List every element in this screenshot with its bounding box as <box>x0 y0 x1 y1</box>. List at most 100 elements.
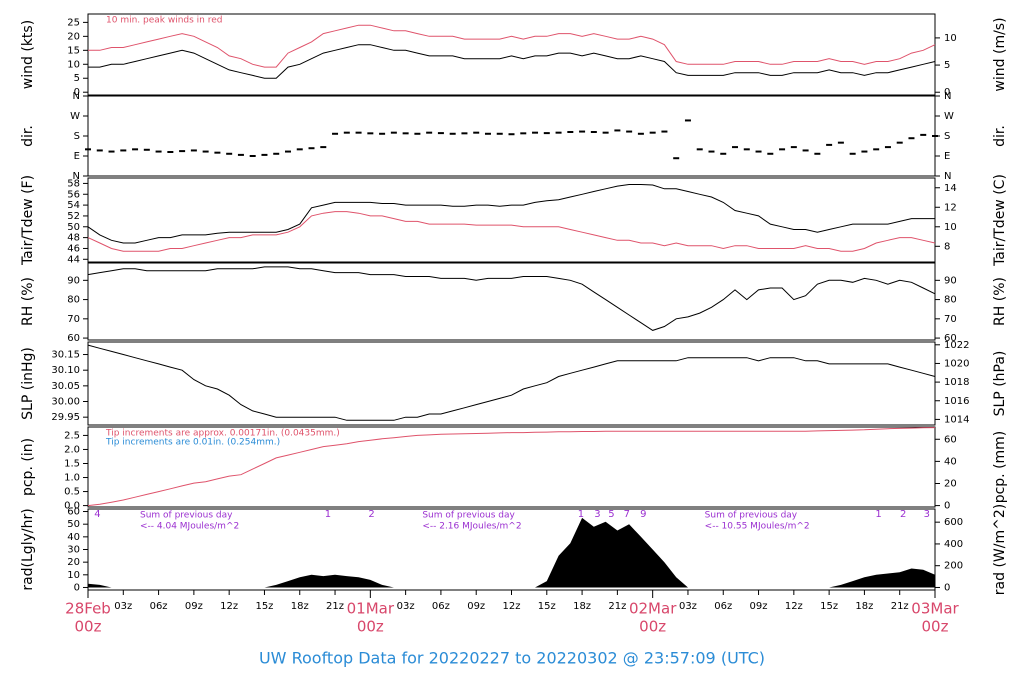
hour-mark: 3 <box>924 509 930 520</box>
hour-mark: 2 <box>900 509 906 520</box>
x-day-label: 01Mar <box>347 600 395 618</box>
y-tick-label: 10 <box>67 570 80 581</box>
y-tick-label: 56 <box>67 189 80 200</box>
y-tick-label: 30.15 <box>51 350 80 361</box>
y2-axis-title: SLP (hPa) <box>992 351 1008 417</box>
x-tick-label: 15z <box>255 601 273 612</box>
x-day-hour: 00z <box>639 618 666 636</box>
panel-frame <box>87 262 936 341</box>
x-day-label: 03Mar <box>911 600 959 618</box>
y2-tick-label: 80 <box>944 295 957 306</box>
annotation: Tip increments are approx. 0.00171in. (0… <box>105 429 340 439</box>
y-tick-label: 50 <box>67 222 80 233</box>
data-line <box>87 266 936 331</box>
hour-mark: 2 <box>368 509 374 520</box>
y2-tick-label: 400 <box>944 539 963 550</box>
y2-tick-label: 200 <box>944 561 963 572</box>
data-line <box>87 211 936 252</box>
y-tick-label: 58 <box>67 178 80 189</box>
y-tick-label: N <box>73 171 80 182</box>
data-line <box>88 24 936 68</box>
y-tick-label: 52 <box>67 211 80 222</box>
y2-tick-label: 90 <box>944 275 957 286</box>
x-day-label: 02Mar <box>629 600 677 618</box>
y-tick-label: 1.0 <box>64 473 80 484</box>
panel-frame <box>87 95 936 177</box>
y2-tick-label: 0 <box>944 582 950 593</box>
x-tick-label: 09z <box>185 601 203 612</box>
y-tick-label: 60 <box>67 333 80 344</box>
x-tick-label: 21z <box>326 601 344 612</box>
y-tick-label: 10 <box>67 59 80 70</box>
y-tick-label: 46 <box>67 243 80 254</box>
y-tick-label: 40 <box>67 532 80 543</box>
y-tick-label: E <box>74 151 80 162</box>
x-tick-label: 18z <box>855 601 873 612</box>
y2-tick-label: E <box>944 151 950 162</box>
data-line <box>87 427 936 507</box>
y2-tick-label: S <box>944 131 950 142</box>
x-tick-label: 15z <box>538 601 556 612</box>
x-tick-label: 03z <box>114 601 132 612</box>
y-tick-label: 90 <box>67 275 80 286</box>
y-axis-title: RH (%) <box>20 277 36 326</box>
data-line <box>87 344 936 421</box>
y-tick-label: 0 <box>74 87 80 98</box>
hour-mark: 1 <box>578 509 584 520</box>
x-tick-label: 06z <box>432 601 450 612</box>
y-tick-label: 80 <box>67 295 80 306</box>
y2-tick-label: 10 <box>944 33 957 44</box>
y-tick-label: 60 <box>67 507 80 518</box>
x-tick-label: 12z <box>220 601 238 612</box>
x-tick-label: 03z <box>397 601 415 612</box>
y2-tick-label: 0 <box>944 501 950 512</box>
annotation: Tip increments are 0.01in. (0.254mm.) <box>105 438 280 448</box>
x-day-hour: 00z <box>922 618 949 636</box>
y-tick-label: 0 <box>74 582 80 593</box>
y-axis-title: dir. <box>20 125 36 147</box>
y2-axis-title: Tair/Tdew (C) <box>992 174 1008 267</box>
y2-tick-label: N <box>944 91 951 102</box>
y-tick-label: 5 <box>74 73 80 84</box>
y2-tick-label: N <box>944 171 951 182</box>
footer-title: UW Rooftop Data for 20220227 to 20220302… <box>259 649 765 668</box>
y2-tick-label: 60 <box>944 434 957 445</box>
note: Sum of previous day <box>140 511 233 521</box>
x-tick-label: 12z <box>785 601 803 612</box>
y-tick-label: 30.10 <box>51 365 80 376</box>
y-tick-label: 0.0 <box>64 501 80 512</box>
y-tick-label: 44 <box>67 254 80 265</box>
y-tick-label: N <box>73 91 80 102</box>
y2-tick-label: 5 <box>944 60 950 71</box>
x-tick-label: 09z <box>750 601 768 612</box>
y2-tick-label: 40 <box>944 456 957 467</box>
x-tick-label: 15z <box>820 601 838 612</box>
note: Sum of previous day <box>422 511 515 521</box>
y-tick-label: 54 <box>67 200 80 211</box>
y-axis-title: pcp. (in) <box>20 438 36 496</box>
x-tick-label: 06z <box>714 601 732 612</box>
y-axis-title: SLP (inHg) <box>20 347 36 420</box>
y-tick-label: 29.95 <box>51 412 80 423</box>
x-tick-label: 03z <box>679 601 697 612</box>
y2-tick-label: 20 <box>944 478 957 489</box>
y2-axis-title: pcp. (mm) <box>992 431 1008 504</box>
y-tick-label: 30.05 <box>51 381 80 392</box>
y2-tick-label: 70 <box>944 314 957 325</box>
y2-tick-label: W <box>944 111 954 122</box>
y2-tick-label: 1020 <box>944 358 969 369</box>
hour-mark: 9 <box>640 509 646 520</box>
y2-tick-label: 0 <box>944 87 950 98</box>
y2-axis-title: rad (W/m^2) <box>992 504 1008 595</box>
panel-frame <box>87 13 936 96</box>
data-line <box>88 44 936 79</box>
y2-axis-title: dir. <box>992 125 1008 147</box>
y-tick-label: 30 <box>67 545 80 556</box>
y2-tick-label: 600 <box>944 517 963 528</box>
y2-tick-label: 1016 <box>944 396 969 407</box>
hour-mark: 1 <box>875 509 881 520</box>
x-day-label: 28Feb <box>65 600 111 618</box>
y2-tick-label: 12 <box>944 202 957 213</box>
y-tick-label: 2.0 <box>64 444 80 455</box>
y-tick-label: 25 <box>67 17 80 28</box>
